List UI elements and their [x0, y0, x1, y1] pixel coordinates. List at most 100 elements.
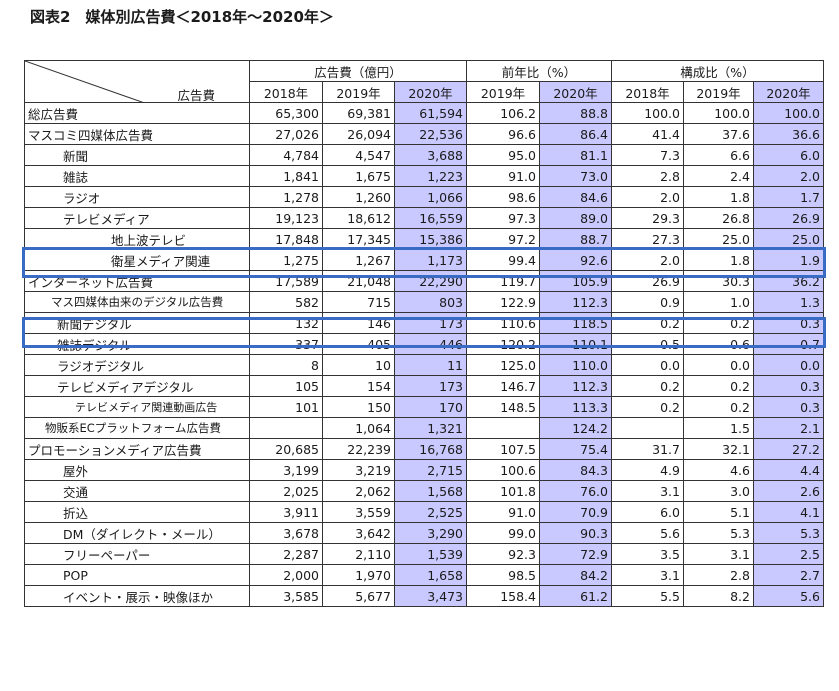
table-cell: 3.1: [611, 564, 684, 586]
row-label: 新聞: [24, 144, 250, 166]
row-label: 総広告費: [24, 102, 250, 124]
table-cell: 0.0: [753, 354, 824, 376]
table-cell: 2,287: [249, 543, 323, 565]
table-cell: 1,260: [322, 186, 395, 208]
table-cell: 16,559: [394, 207, 467, 229]
table-cell: 84.2: [539, 564, 612, 586]
table-cell: 2.1: [753, 417, 824, 439]
table-cell: 150: [322, 396, 395, 418]
table-cell: 5.6: [611, 522, 684, 544]
table-cell: 3,199: [249, 459, 323, 481]
table-cell: 105.9: [539, 270, 612, 292]
table-cell: 91.0: [466, 165, 540, 187]
table-cell: 16,768: [394, 438, 467, 460]
table-cell: 1,066: [394, 186, 467, 208]
table-cell: 3.1: [611, 480, 684, 502]
year-header: 2020年: [394, 81, 467, 103]
table-cell: 2.0: [611, 249, 684, 271]
table-cell: 100.0: [683, 102, 754, 124]
table-cell: 3,473: [394, 585, 467, 607]
table-cell: 1,275: [249, 249, 323, 271]
table-cell: 31.7: [611, 438, 684, 460]
table-cell: 5.3: [683, 522, 754, 544]
table-cell: 125.0: [466, 354, 540, 376]
table-cell: 6.0: [611, 501, 684, 523]
row-label: テレビメディアデジタル: [24, 375, 250, 397]
table-cell: 0.7: [753, 333, 824, 355]
table-cell: 81.1: [539, 144, 612, 166]
table-cell: 122.9: [466, 291, 540, 313]
table-cell: 2.4: [683, 165, 754, 187]
page-title: 図表2 媒体別広告費＜2018年〜2020年＞: [30, 8, 334, 26]
table-cell: 0.0: [683, 354, 754, 376]
table-cell: 1.3: [753, 291, 824, 313]
table-cell: [249, 417, 323, 439]
table-cell: 0.3: [753, 312, 824, 334]
table-cell: 146.7: [466, 375, 540, 397]
table-cell: 4.9: [611, 459, 684, 481]
table-cell: 0.6: [683, 333, 754, 355]
table-cell: 3.5: [611, 543, 684, 565]
table-cell: 405: [322, 333, 395, 355]
table-row: テレビメディア 19,123 18,612 16,559 97.3 89.0 29.3 26.…: [24, 207, 824, 229]
table-cell: 0.2: [683, 375, 754, 397]
table-cell: 5.5: [611, 585, 684, 607]
table-cell: 3,585: [249, 585, 323, 607]
table-row: DM（ダイレクト・メール） 3,678 3,642 3,290 99.0 90.3 5.6 5…: [24, 522, 824, 544]
table-cell: 0.3: [753, 396, 824, 418]
table-row: マス四媒体由来のデジタル広告費 582 715 803 122.9 112.3 0.9 1.0…: [24, 291, 824, 313]
row-label: 新聞デジタル: [24, 312, 250, 334]
table-cell: 582: [249, 291, 323, 313]
table-cell: 4,547: [322, 144, 395, 166]
row-label: 雑誌: [24, 165, 250, 187]
table-cell: 146: [322, 312, 395, 334]
table-row: 総広告費 65,300 69,381 61,594 106.2 88.8 100.0 100.…: [24, 102, 824, 124]
table-cell: 3,290: [394, 522, 467, 544]
table-cell: 120.2: [466, 333, 540, 355]
row-label: ラジオデジタル: [24, 354, 250, 376]
row-label: テレビメディア: [24, 207, 250, 229]
table-cell: 0.2: [683, 396, 754, 418]
table-cell: 2,715: [394, 459, 467, 481]
row-label: ラジオ: [24, 186, 250, 208]
table-row: 物販系ECプラットフォーム広告費 1,064 1,321 124.2 1.5 2.1: [24, 417, 824, 439]
table-cell: 124.2: [539, 417, 612, 439]
table-cell: 65,300: [249, 102, 323, 124]
table-cell: 37.6: [683, 123, 754, 145]
table-cell: 25.0: [683, 228, 754, 250]
table-cell: 96.6: [466, 123, 540, 145]
table-cell: 26.8: [683, 207, 754, 229]
row-label: 雑誌デジタル: [24, 333, 250, 355]
table-cell: 99.0: [466, 522, 540, 544]
table-cell: 84.3: [539, 459, 612, 481]
table-row: 折込 3,911 3,559 2,525 91.0 70.9 6.0 5.1 4.1: [24, 501, 824, 523]
table-cell: 110.0: [539, 354, 612, 376]
table-cell: 118.5: [539, 312, 612, 334]
table-cell: 26.9: [611, 270, 684, 292]
table-cell: 70.9: [539, 501, 612, 523]
diagonal-line: [25, 61, 142, 102]
group-header-yoy: 前年比（%）: [466, 60, 612, 82]
table-row: ラジオ 1,278 1,260 1,066 98.6 84.6 2.0 1.8 1.7: [24, 186, 824, 208]
table-cell: 1,278: [249, 186, 323, 208]
table-cell: 173: [394, 375, 467, 397]
table-cell: 41.4: [611, 123, 684, 145]
table-row: マスコミ四媒体広告費 27,026 26,094 22,536 96.6 86.4 41.4…: [24, 123, 824, 145]
table-cell: 92.3: [466, 543, 540, 565]
table-cell: 0.9: [611, 291, 684, 313]
table-cell: 2.5: [753, 543, 824, 565]
row-label: フリーペーパー: [24, 543, 250, 565]
row-label: 地上波テレビ: [24, 228, 250, 250]
table-cell: 112.3: [539, 291, 612, 313]
table-cell: 6.6: [683, 144, 754, 166]
table-cell: 2,025: [249, 480, 323, 502]
table-cell: 88.8: [539, 102, 612, 124]
table-cell: 4.1: [753, 501, 824, 523]
table-cell: 5,677: [322, 585, 395, 607]
table-cell: 11: [394, 354, 467, 376]
table-cell: 110.6: [466, 312, 540, 334]
table-row: テレビメディアデジタル 105 154 173 146.7 112.3 0.2 0.2 0.3: [24, 375, 824, 397]
table-cell: 1,568: [394, 480, 467, 502]
table-cell: 90.3: [539, 522, 612, 544]
table-cell: 36.2: [753, 270, 824, 292]
